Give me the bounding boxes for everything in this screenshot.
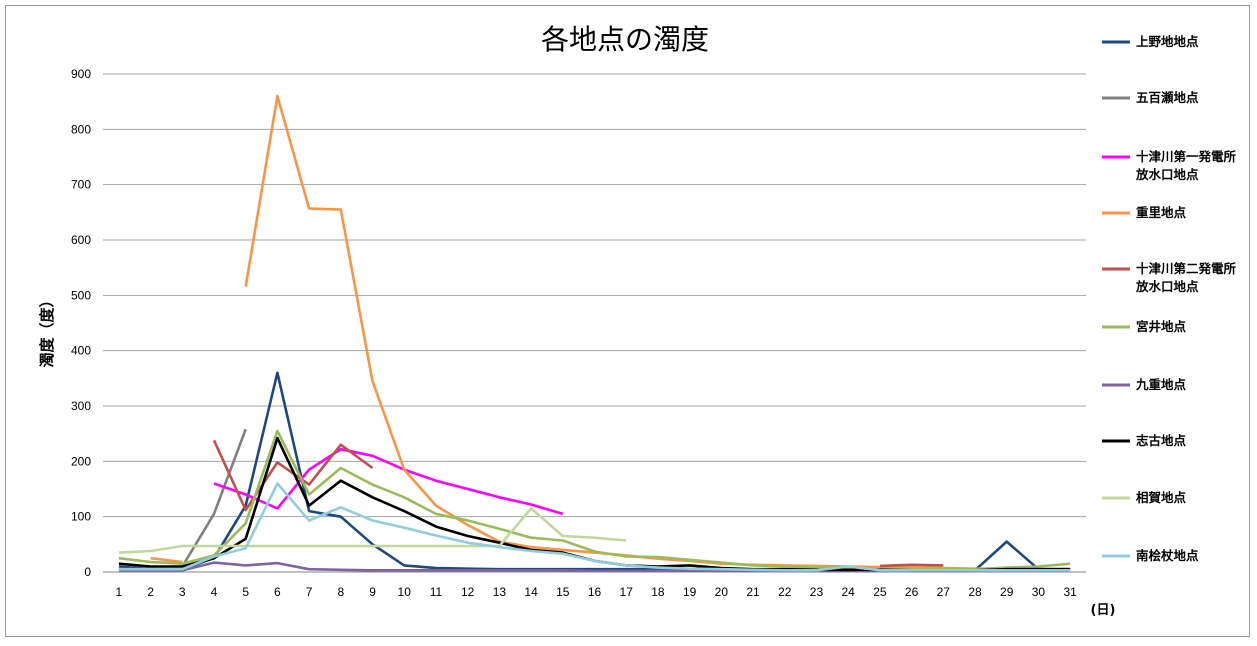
y-tick-900: 900 — [71, 67, 91, 81]
x-tick-22: 22 — [778, 585, 792, 599]
series-5-path — [879, 563, 944, 568]
series-3-line — [213, 447, 564, 516]
x-tick-1: 1 — [116, 585, 123, 599]
series-1-line — [118, 371, 1071, 572]
legend: 上野地地点五百瀬地点十津川第一発電所放水口地点重里地点十津川第二発電所放水口地点… — [1102, 34, 1237, 563]
legend-label-4: 重里地点 — [1136, 205, 1187, 220]
x-tick-8: 8 — [337, 585, 344, 599]
series-10-line — [118, 482, 1071, 572]
x-tick-29: 29 — [1000, 585, 1014, 599]
x-tick-7: 7 — [306, 585, 313, 599]
x-tick-5: 5 — [242, 585, 249, 599]
legend-label-9: 相賀地点 — [1136, 490, 1187, 505]
y-tick-labels: 0 100 200 300 400 500 600 700 800 900 — [71, 67, 91, 579]
series-4-path — [150, 556, 183, 564]
y-tick-700: 700 — [71, 178, 91, 192]
chart-frame — [5, 5, 1250, 637]
series-2-path — [181, 428, 247, 568]
series-2-line — [181, 428, 247, 568]
legend-label-1: 上野地地点 — [1136, 34, 1199, 49]
series-9-path — [118, 507, 627, 554]
series-4-path — [244, 94, 1071, 571]
y-tick-400: 400 — [71, 344, 91, 358]
y-tick-200: 200 — [71, 454, 91, 468]
x-tick-30: 30 — [1032, 585, 1046, 599]
x-tick-13: 13 — [493, 585, 507, 599]
x-tick-18: 18 — [651, 585, 665, 599]
series-3-path — [213, 447, 564, 516]
x-tick-27: 27 — [937, 585, 951, 599]
legend-label-8: 志古地点 — [1136, 433, 1187, 448]
x-tick-25: 25 — [873, 585, 887, 599]
x-tick-23: 23 — [810, 585, 824, 599]
legend-label-2: 五百瀬地点 — [1136, 90, 1199, 105]
legend-label-5: 十津川第二発電所放水口地点 — [1135, 261, 1237, 294]
x-tick-28: 28 — [968, 585, 982, 599]
x-tick-19: 19 — [683, 585, 697, 599]
x-tick-26: 26 — [905, 585, 919, 599]
y-tick-0: 0 — [84, 565, 91, 579]
x-tick-2: 2 — [147, 585, 154, 599]
x-tick-14: 14 — [524, 585, 538, 599]
y-tick-800: 800 — [71, 122, 91, 136]
legend-label-3: 十津川第一発電所放水口地点 — [1135, 149, 1237, 182]
x-tick-21: 21 — [746, 585, 760, 599]
legend-label-10: 南桧杖地点 — [1136, 548, 1199, 563]
legend-label-7: 九重地点 — [1135, 377, 1187, 392]
series-9-line — [118, 507, 627, 554]
x-tick-16: 16 — [588, 585, 602, 599]
x-tick-20: 20 — [715, 585, 729, 599]
series-1-path — [118, 371, 1071, 572]
x-tick-31: 31 — [1063, 585, 1077, 599]
x-tick-10: 10 — [398, 585, 412, 599]
y-tick-300: 300 — [71, 399, 91, 413]
chart-title: 各地点の濁度 — [541, 23, 709, 56]
x-tick-labels: 1 2 3 4 5 6 7 8 9 10 11 12 13 14 15 16 17 18 19 20 21 22 23 24 2… — [116, 585, 1078, 599]
x-tick-12: 12 — [461, 585, 475, 599]
x-axis-unit: (日) — [1091, 603, 1116, 618]
x-tick-11: 11 — [430, 585, 443, 599]
x-tick-3: 3 — [179, 585, 186, 599]
y-axis-label: 濁度（度） — [38, 292, 56, 367]
x-tick-15: 15 — [556, 585, 570, 599]
y-tick-100: 100 — [71, 510, 91, 524]
y-tick-600: 600 — [71, 233, 91, 247]
x-tick-6: 6 — [274, 585, 281, 599]
x-tick-17: 17 — [620, 585, 634, 599]
x-tick-4: 4 — [211, 585, 218, 599]
series-lines — [118, 94, 1071, 573]
legend-label-6: 宮井地点 — [1136, 319, 1187, 334]
y-tick-500: 500 — [71, 288, 91, 302]
x-tick-9: 9 — [369, 585, 376, 599]
x-tick-24: 24 — [841, 585, 855, 599]
series-10-path — [118, 482, 1071, 572]
